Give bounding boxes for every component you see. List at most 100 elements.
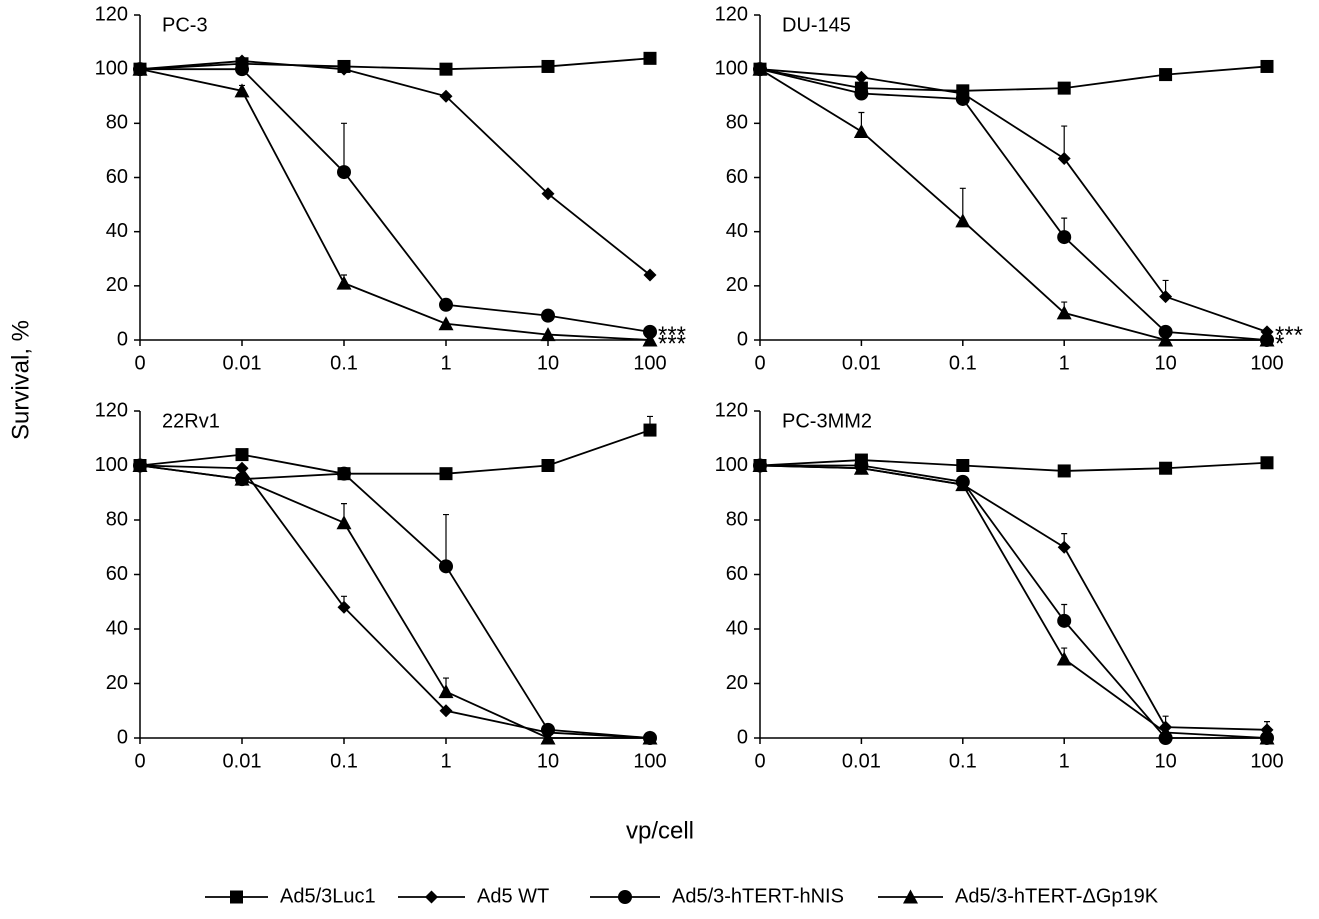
data-point: [1260, 456, 1274, 470]
x-tick-label: 0.01: [223, 352, 262, 374]
x-tick-label: 1: [440, 750, 451, 772]
series-line: [139, 464, 650, 739]
series-line: [760, 464, 1267, 739]
significance-annotation: ***: [658, 322, 686, 349]
data-point: [541, 459, 555, 472]
series-line: [759, 68, 1268, 333]
data-point: [643, 268, 657, 282]
series-line: [759, 68, 1268, 341]
x-tick-label: 0.01: [842, 750, 881, 772]
data-point: [955, 477, 971, 492]
x-tick-label: 10: [537, 352, 559, 374]
y-tick-label: 80: [726, 112, 748, 134]
significance-annotation: ***: [658, 330, 686, 357]
data-point: [1056, 651, 1072, 666]
data-point: [337, 165, 351, 180]
data-point: [1057, 540, 1071, 554]
data-point: [439, 559, 453, 574]
series-line: [139, 68, 651, 341]
data-point: [1259, 730, 1275, 745]
legend-marker: [425, 890, 438, 904]
data-point: [955, 91, 970, 106]
series-line: [140, 68, 651, 333]
data-point: [854, 86, 869, 101]
data-point: [854, 70, 868, 84]
data-point: [439, 297, 453, 312]
legend-marker: [903, 889, 918, 904]
data-point: [235, 448, 249, 462]
data-point: [1158, 332, 1174, 347]
data-point: [1158, 725, 1174, 740]
y-tick-label: 0: [117, 726, 128, 748]
x-tick-label: 100: [1250, 352, 1283, 374]
data-point: [1159, 68, 1173, 82]
data-point: [540, 327, 556, 342]
data-point: [752, 458, 768, 472]
data-point: [439, 62, 453, 76]
significance-annotation: *: [1275, 330, 1284, 357]
x-tick-label: 1: [440, 352, 451, 374]
y-tick-label: 120: [95, 3, 128, 25]
y-tick-label: 40: [726, 220, 748, 242]
x-tick-label: 0: [754, 352, 765, 374]
data-point: [234, 83, 250, 98]
panel-title: PC-3: [162, 14, 208, 36]
y-tick-label: 120: [95, 399, 128, 421]
series-line: [139, 429, 651, 475]
data-point: [132, 61, 148, 76]
y-tick-label: 100: [95, 57, 128, 79]
data-point: [853, 123, 869, 138]
x-tick-label: 0: [134, 750, 145, 772]
error-bar: [443, 513, 449, 567]
panel-title: 22Rv1: [162, 410, 220, 432]
data-point: [132, 458, 148, 472]
x-tick-label: 0.1: [330, 750, 358, 772]
series-line: [139, 60, 651, 276]
y-tick-label: 100: [95, 454, 128, 476]
y-tick-label: 120: [715, 399, 748, 421]
y-tick-label: 80: [726, 508, 748, 530]
data-point: [234, 471, 250, 486]
x-axis-label: vp/cell: [626, 817, 694, 844]
series-line: [139, 464, 651, 739]
y-tick-label: 60: [726, 166, 748, 188]
error-bar: [341, 122, 347, 173]
x-tick-label: 1: [1059, 352, 1070, 374]
data-point: [1057, 81, 1071, 95]
legend-label: Ad5/3-hTERT-ΔGp19K: [955, 885, 1159, 907]
y-tick-label: 120: [715, 3, 748, 25]
y-tick-label: 20: [726, 672, 748, 694]
panel-title: PC-3MM2: [782, 410, 872, 432]
y-tick-label: 20: [106, 274, 128, 296]
data-point: [642, 730, 658, 745]
y-tick-label: 40: [106, 220, 128, 242]
data-point: [1159, 290, 1173, 304]
data-point: [1057, 230, 1072, 245]
y-tick-label: 80: [106, 112, 128, 134]
x-tick-label: 100: [1250, 750, 1283, 772]
panel-title: DU-145: [782, 14, 851, 36]
data-point: [337, 600, 351, 614]
legend-marker: [230, 890, 243, 904]
y-tick-label: 100: [715, 57, 748, 79]
data-point: [336, 515, 352, 530]
data-point: [438, 684, 454, 699]
data-point: [956, 459, 970, 472]
data-point: [1158, 324, 1173, 339]
x-tick-label: 0.1: [949, 750, 977, 772]
x-tick-label: 0.01: [842, 352, 881, 374]
data-point: [752, 61, 768, 76]
data-point: [541, 308, 555, 323]
x-tick-label: 10: [1154, 352, 1176, 374]
legend-label: Ad5/3-hTERT-hNIS: [672, 885, 844, 907]
data-point: [541, 187, 555, 201]
x-tick-label: 100: [633, 750, 666, 772]
x-tick-label: 0: [134, 352, 145, 374]
data-point: [1259, 332, 1275, 347]
series-line: [759, 68, 1267, 341]
y-tick-label: 60: [106, 563, 128, 585]
data-point: [853, 460, 869, 475]
series-line: [759, 464, 1268, 739]
data-point: [643, 324, 657, 339]
legend-label: Ad5 WT: [477, 885, 549, 907]
